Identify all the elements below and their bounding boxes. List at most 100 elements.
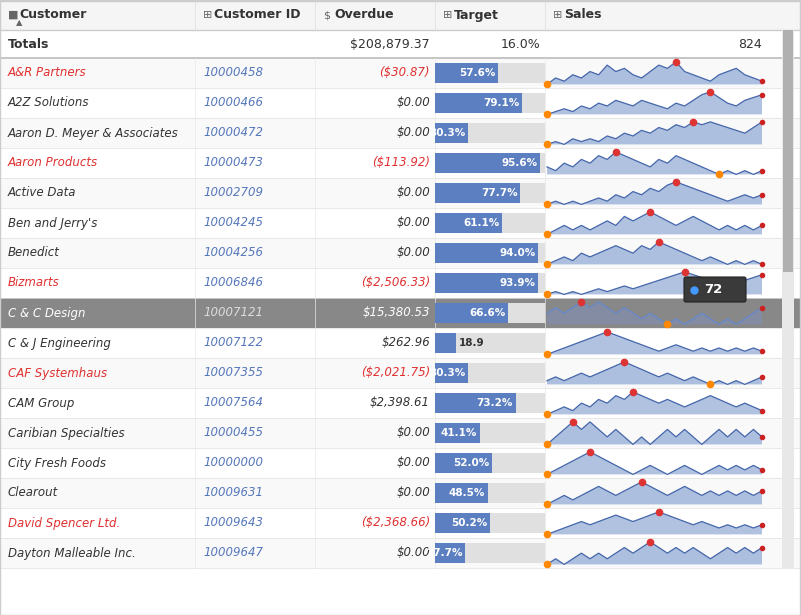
Polygon shape: [547, 392, 762, 415]
Text: ⊞: ⊞: [443, 10, 453, 20]
Text: C & C Design: C & C Design: [8, 306, 86, 320]
Text: $0.00: $0.00: [396, 186, 430, 199]
Text: Benedict: Benedict: [8, 247, 60, 260]
Bar: [435, 123, 469, 143]
Polygon shape: [547, 92, 762, 114]
Bar: [782, 30, 794, 568]
Text: 10000000: 10000000: [203, 456, 263, 469]
Bar: [435, 213, 545, 232]
Text: A&R Partners: A&R Partners: [8, 66, 87, 79]
Text: Bizmarts: Bizmarts: [8, 277, 60, 290]
Text: 10006846: 10006846: [203, 277, 263, 290]
Text: 61.1%: 61.1%: [463, 218, 499, 228]
Text: 10004245: 10004245: [203, 216, 263, 229]
Text: ($2,021.75): ($2,021.75): [360, 367, 430, 379]
Bar: [0, 358, 801, 388]
Text: 10007564: 10007564: [203, 397, 263, 410]
Text: Sales: Sales: [564, 9, 602, 22]
Bar: [435, 333, 545, 353]
Bar: [435, 244, 538, 263]
Text: $0.00: $0.00: [396, 547, 430, 560]
Text: $208,879.37: $208,879.37: [350, 38, 430, 50]
Text: Customer ID: Customer ID: [214, 9, 300, 22]
Bar: [435, 63, 498, 83]
Text: 10002709: 10002709: [203, 186, 263, 199]
Text: Totals: Totals: [8, 38, 50, 50]
Bar: [435, 514, 490, 533]
Bar: [435, 393, 545, 413]
Bar: [0, 448, 801, 478]
Text: Target: Target: [454, 9, 499, 22]
Bar: [435, 153, 540, 173]
Bar: [435, 244, 545, 263]
Text: CAF Systemhaus: CAF Systemhaus: [8, 367, 107, 379]
Polygon shape: [547, 452, 762, 474]
Text: 10007122: 10007122: [203, 336, 263, 349]
Bar: [0, 208, 801, 238]
Text: ⊞: ⊞: [553, 10, 562, 20]
Text: 10009643: 10009643: [203, 517, 263, 530]
Text: 52.0%: 52.0%: [453, 458, 489, 468]
Text: Aaron Products: Aaron Products: [8, 156, 99, 170]
Polygon shape: [547, 362, 762, 384]
Text: $0.00: $0.00: [396, 486, 430, 499]
Text: $2,398.61: $2,398.61: [370, 397, 430, 410]
Text: Caribian Specialties: Caribian Specialties: [8, 426, 125, 440]
Text: $0.00: $0.00: [396, 216, 430, 229]
Text: Active Data: Active Data: [8, 186, 77, 199]
Text: Overdue: Overdue: [334, 9, 393, 22]
Text: 10000466: 10000466: [203, 97, 263, 109]
Bar: [435, 123, 545, 143]
Text: $: $: [323, 10, 330, 20]
Text: A2Z Solutions: A2Z Solutions: [8, 97, 90, 109]
Polygon shape: [547, 422, 762, 445]
Polygon shape: [547, 302, 762, 324]
Bar: [0, 298, 801, 328]
Bar: [435, 543, 545, 563]
Text: 79.1%: 79.1%: [483, 98, 519, 108]
Text: ▲: ▲: [16, 18, 22, 27]
Text: $0.00: $0.00: [396, 97, 430, 109]
Polygon shape: [547, 152, 762, 175]
Polygon shape: [547, 212, 762, 234]
Bar: [435, 453, 545, 473]
Bar: [435, 183, 545, 203]
Bar: [435, 273, 545, 293]
Text: 30.3%: 30.3%: [429, 368, 465, 378]
Text: 94.0%: 94.0%: [499, 248, 535, 258]
Text: Customer: Customer: [19, 9, 87, 22]
Text: ($113.92): ($113.92): [372, 156, 430, 170]
Bar: [435, 393, 516, 413]
Text: $0.00: $0.00: [396, 127, 430, 140]
Bar: [435, 483, 489, 502]
Text: C & J Engineering: C & J Engineering: [8, 336, 111, 349]
Polygon shape: [547, 62, 762, 84]
Text: 10009631: 10009631: [203, 486, 263, 499]
Bar: [435, 363, 545, 383]
Text: $0.00: $0.00: [396, 456, 430, 469]
Bar: [0, 328, 801, 358]
Bar: [435, 153, 545, 173]
Text: ($2,506.33): ($2,506.33): [360, 277, 430, 290]
Polygon shape: [547, 182, 762, 204]
Text: ($2,368.66): ($2,368.66): [360, 517, 430, 530]
Text: $0.00: $0.00: [396, 247, 430, 260]
Bar: [0, 118, 801, 148]
Text: 10007355: 10007355: [203, 367, 263, 379]
Text: 27.7%: 27.7%: [426, 548, 462, 558]
Polygon shape: [547, 272, 762, 295]
Text: $262.96: $262.96: [381, 336, 430, 349]
Polygon shape: [547, 122, 762, 145]
Text: 10000473: 10000473: [203, 156, 263, 170]
Text: Aaron D. Meyer & Associates: Aaron D. Meyer & Associates: [8, 127, 179, 140]
Bar: [0, 148, 801, 178]
Bar: [435, 543, 465, 563]
Text: ($30.87): ($30.87): [380, 66, 430, 79]
Text: 57.6%: 57.6%: [459, 68, 495, 78]
Text: 50.2%: 50.2%: [451, 518, 487, 528]
Text: 48.5%: 48.5%: [449, 488, 485, 498]
Text: 824: 824: [739, 38, 762, 50]
Bar: [435, 183, 521, 203]
Text: 10000455: 10000455: [203, 426, 263, 440]
Bar: [435, 514, 545, 533]
